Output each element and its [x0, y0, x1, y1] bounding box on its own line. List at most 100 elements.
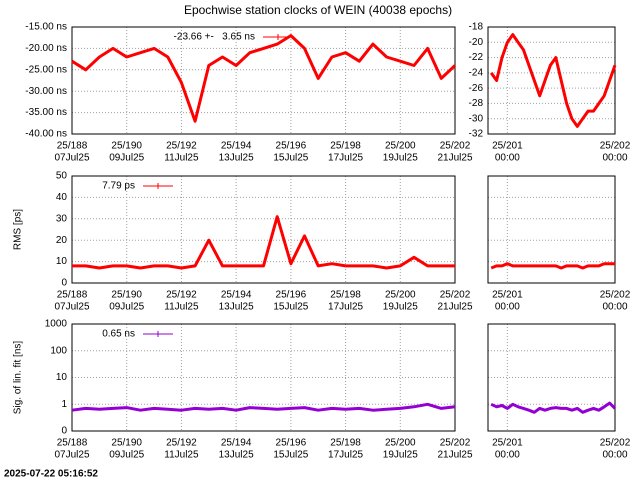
y-tick-label: -18 — [469, 22, 484, 33]
x-tick-label: 25/192 — [166, 290, 197, 301]
y-tick-label: 0 — [61, 426, 67, 437]
x-tick-sublabel: 19Jul25 — [383, 450, 418, 461]
legend-label: -23.66 +- 3.65 ns — [174, 32, 255, 43]
x-tick-label: 25/192 — [166, 438, 197, 449]
x-tick-sublabel: 00:00 — [495, 302, 520, 313]
x-tick-sublabel: 17Jul25 — [328, 153, 363, 164]
x-tick-label: 25/198 — [330, 141, 361, 152]
x-tick-label: 25/202 — [600, 141, 631, 152]
y-tick-label: 20 — [56, 235, 68, 246]
plot-frame — [71, 26, 456, 135]
y-tick-label: 1 — [61, 399, 67, 410]
x-tick-sublabel: 13Jul25 — [219, 153, 254, 164]
x-tick-label: 25/190 — [111, 438, 142, 449]
x-tick-label: 25/200 — [385, 438, 416, 449]
y-tick-label: 30 — [56, 213, 68, 224]
x-tick-label: 25/201 — [492, 290, 523, 301]
x-tick-label: 25/200 — [385, 290, 416, 301]
series-line — [490, 262, 615, 270]
x-tick-label: 25/188 — [57, 141, 88, 152]
x-tick-sublabel: 00:00 — [602, 450, 627, 461]
chart-title: Epochwise station clocks of WEIN (40038 … — [184, 3, 452, 17]
x-tick-label: 25/200 — [385, 141, 416, 152]
x-tick-sublabel: 00:00 — [495, 153, 520, 164]
x-tick-label: 25/196 — [276, 141, 307, 152]
y-tick-label: -40.00 ns — [25, 129, 67, 140]
y-tick-label: 40 — [56, 192, 68, 203]
y-tick-label: -35.00 ns — [25, 107, 67, 118]
plot-frame — [487, 175, 616, 284]
x-tick-label: 25/194 — [221, 141, 252, 152]
x-tick-label: 25/201 — [492, 438, 523, 449]
x-tick-label: 25/196 — [276, 290, 307, 301]
timestamp: 2025-07-22 05:16:52 — [4, 469, 98, 480]
y-tick-label: 1000 — [45, 319, 68, 330]
y-tick-label: -20.00 ns — [25, 43, 67, 54]
x-tick-sublabel: 15Jul25 — [273, 450, 308, 461]
y-axis-label: Sig. of lin. fit [ns] — [13, 341, 24, 415]
x-tick-sublabel: 00:00 — [602, 153, 627, 164]
y-tick-label: -24 — [469, 67, 484, 78]
plot-frame — [487, 26, 616, 135]
x-tick-sublabel: 13Jul25 — [219, 302, 254, 313]
x-tick-label: 25/196 — [276, 438, 307, 449]
y-tick-label: 100 — [50, 345, 67, 356]
legend-label: 7.79 ps — [102, 181, 135, 192]
series-line — [490, 401, 617, 414]
x-tick-label: 25/202 — [600, 290, 631, 301]
plot-frame — [487, 323, 616, 432]
x-tick-sublabel: 07Jul25 — [54, 450, 89, 461]
x-tick-label: 25/188 — [57, 438, 88, 449]
plot-frame — [71, 175, 456, 284]
x-tick-label: 25/198 — [330, 438, 361, 449]
y-axis-label: RMS [ps] — [13, 209, 24, 250]
x-tick-sublabel: 09Jul25 — [109, 302, 144, 313]
x-tick-label: 25/202 — [440, 438, 471, 449]
series-line — [489, 33, 617, 128]
x-tick-label: 25/192 — [166, 141, 197, 152]
x-tick-sublabel: 17Jul25 — [328, 302, 363, 313]
x-tick-sublabel: 21Jul25 — [437, 153, 472, 164]
x-tick-label: 25/190 — [111, 290, 142, 301]
x-tick-sublabel: 15Jul25 — [273, 153, 308, 164]
x-tick-sublabel: 13Jul25 — [219, 450, 254, 461]
x-tick-label: 25/202 — [440, 141, 471, 152]
x-tick-sublabel: 07Jul25 — [54, 302, 89, 313]
x-tick-sublabel: 11Jul25 — [164, 450, 199, 461]
x-tick-sublabel: 09Jul25 — [109, 450, 144, 461]
x-tick-sublabel: 21Jul25 — [437, 450, 472, 461]
x-tick-label: 25/190 — [111, 141, 142, 152]
y-tick-label: -28 — [469, 98, 484, 109]
series-line — [71, 402, 456, 412]
x-tick-label: 25/202 — [440, 290, 471, 301]
y-tick-label: -26 — [469, 83, 484, 94]
y-tick-label: -30.00 ns — [25, 86, 67, 97]
x-tick-sublabel: 19Jul25 — [383, 302, 418, 313]
x-tick-sublabel: 11Jul25 — [164, 302, 199, 313]
series-line — [72, 215, 455, 270]
x-tick-sublabel: 21Jul25 — [437, 302, 472, 313]
plot-frame — [71, 323, 456, 432]
x-tick-label: 25/194 — [221, 290, 252, 301]
x-tick-label: 25/198 — [330, 290, 361, 301]
x-tick-sublabel: 00:00 — [602, 302, 627, 313]
y-tick-label: 50 — [56, 171, 68, 182]
x-tick-sublabel: 19Jul25 — [383, 153, 418, 164]
x-tick-sublabel: 07Jul25 — [54, 153, 89, 164]
y-tick-label: -20 — [469, 37, 484, 48]
y-tick-label: -32 — [469, 129, 484, 140]
x-tick-sublabel: 09Jul25 — [109, 153, 144, 164]
y-tick-label: 10 — [56, 372, 68, 383]
x-tick-label: 25/201 — [492, 141, 523, 152]
y-tick-label: 10 — [56, 256, 68, 267]
x-tick-sublabel: 00:00 — [495, 450, 520, 461]
x-tick-label: 25/202 — [600, 438, 631, 449]
x-tick-sublabel: 11Jul25 — [164, 153, 199, 164]
x-tick-label: 25/194 — [221, 438, 252, 449]
legend-label: 0.65 ns — [102, 329, 135, 340]
x-tick-sublabel: 15Jul25 — [273, 302, 308, 313]
series-line — [71, 34, 457, 123]
x-tick-label: 25/188 — [57, 290, 88, 301]
y-tick-label: -15.00 ns — [25, 22, 67, 33]
